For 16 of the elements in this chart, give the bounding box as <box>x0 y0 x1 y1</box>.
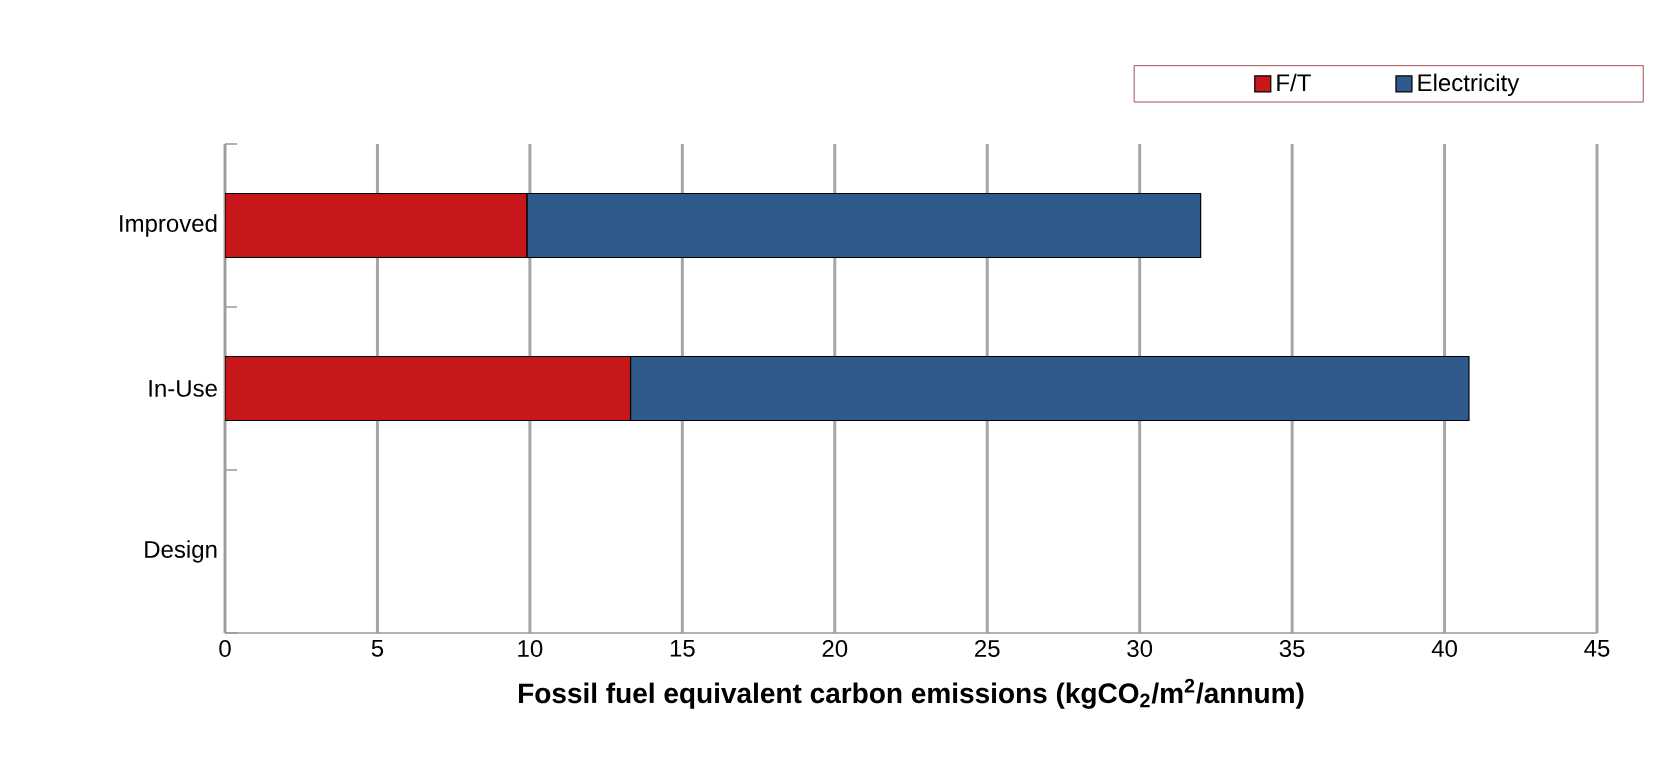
x-tick-label: 15 <box>670 640 695 657</box>
x-tick-label: 5 <box>371 640 384 657</box>
y-tick-label: In-Use <box>149 380 217 397</box>
x-tick-label: 25 <box>975 640 1000 658</box>
x-axis-title: Fossil fuel equivalent carbon emissions (kgCO$_{2}$/m$^{2}$/annum) <box>519 678 1304 709</box>
x-tick-label: 20 <box>822 640 848 658</box>
x-tick-label: 45 <box>1584 640 1610 657</box>
y-tick-label: Design <box>145 540 217 563</box>
x-tick-label: 40 <box>1431 640 1457 658</box>
y-tick-label: Improved <box>120 214 217 237</box>
legend-label: F/T <box>1277 73 1311 92</box>
legend-label: Electricity <box>1418 73 1520 97</box>
x-tick-label: 35 <box>1279 640 1305 658</box>
x-tick-label: 30 <box>1127 640 1153 658</box>
x-tick-label: 10 <box>518 640 543 658</box>
x-tick-label: 0 <box>219 640 231 658</box>
